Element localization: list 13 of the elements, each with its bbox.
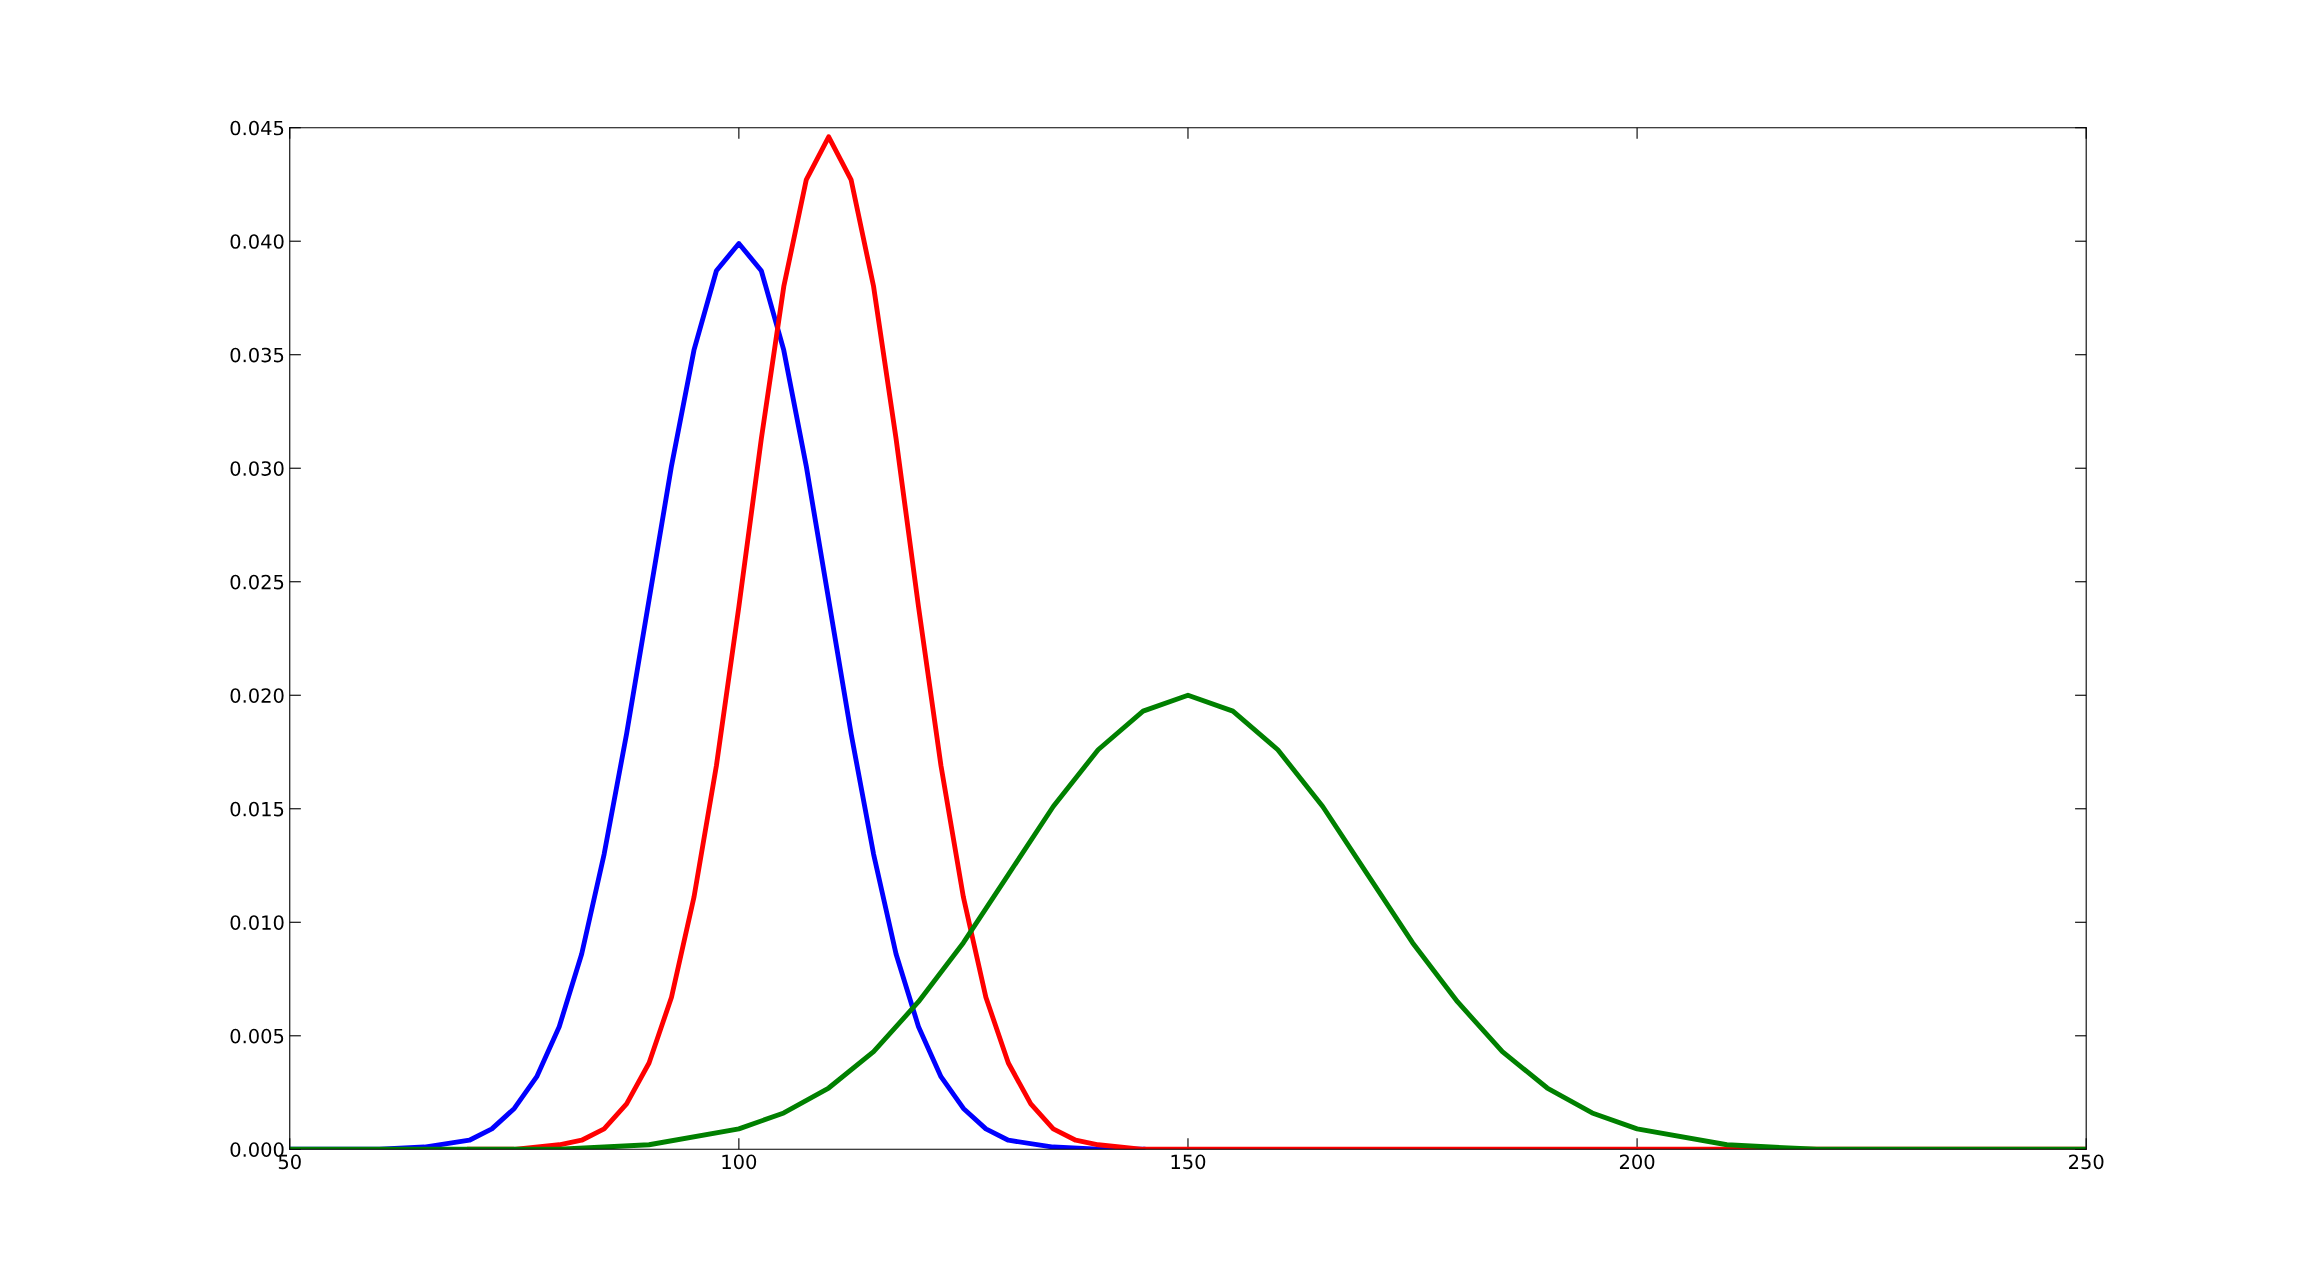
y-tick-label: 0.040 — [230, 234, 284, 249]
y-tick-label: 0.020 — [230, 688, 284, 703]
x-tick-label: 200 — [1619, 1154, 1655, 1170]
y-tick-label: 0.025 — [230, 574, 284, 590]
y-tick-label: 0.015 — [230, 801, 284, 817]
x-tick-label: 150 — [1171, 1154, 1206, 1170]
y-tick-label: 0.045 — [230, 120, 284, 136]
x-tick-label: 250 — [2069, 1154, 2104, 1170]
y-tick-label: 0.005 — [230, 1028, 284, 1044]
x-tick-label: 100 — [722, 1154, 757, 1170]
y-tick-label: 0.010 — [230, 915, 284, 930]
y-tick-label: 0.035 — [230, 347, 284, 363]
y-tick-label: 0.030 — [230, 461, 284, 476]
